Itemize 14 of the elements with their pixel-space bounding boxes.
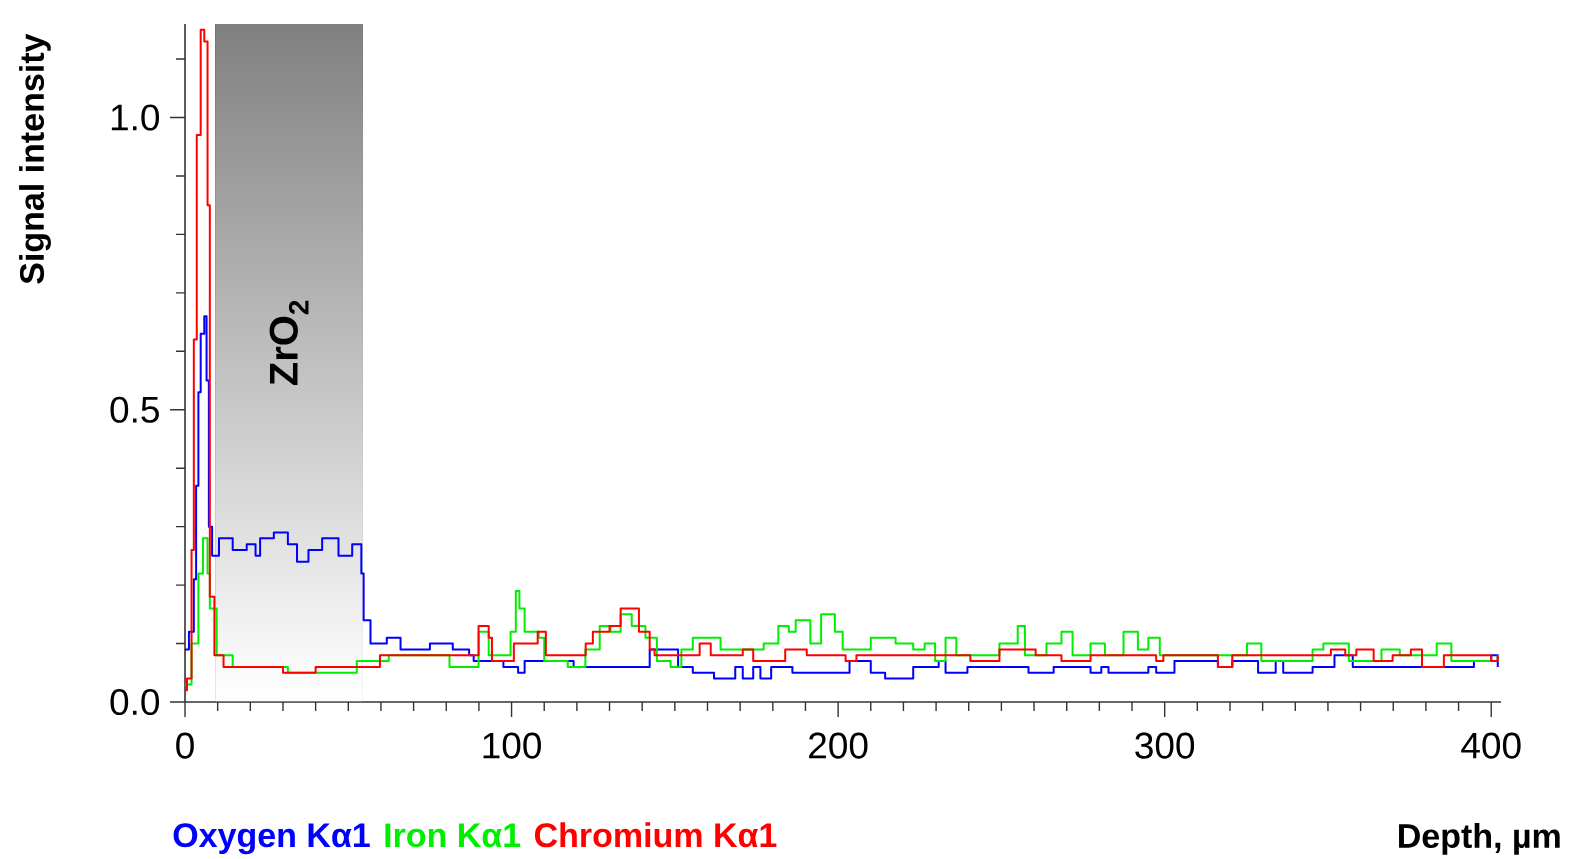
text: Chromium Kα1 [534, 822, 777, 848]
y-tick-label: 1.0 [111, 104, 160, 131]
y-axis-title: Signal intensity [19, 33, 51, 284]
x-axis-title: Depth, µm [1399, 823, 1560, 855]
band-label: ZrO$_{2}$ [269, 300, 309, 386]
y-tick-label: 0.0 [110, 688, 160, 716]
text: Oxygen Kα1 [173, 823, 370, 855]
x-tick-label: 300 [1135, 732, 1195, 759]
y-tick-label: 0.5 [110, 396, 159, 423]
x-tick-label: 0 [176, 732, 194, 759]
x-tick-label: 100 [483, 732, 541, 759]
text: Iron Kα1 [385, 823, 521, 848]
x-tick-label: 400 [1461, 732, 1521, 759]
x-tick-label: 200 [809, 732, 868, 759]
